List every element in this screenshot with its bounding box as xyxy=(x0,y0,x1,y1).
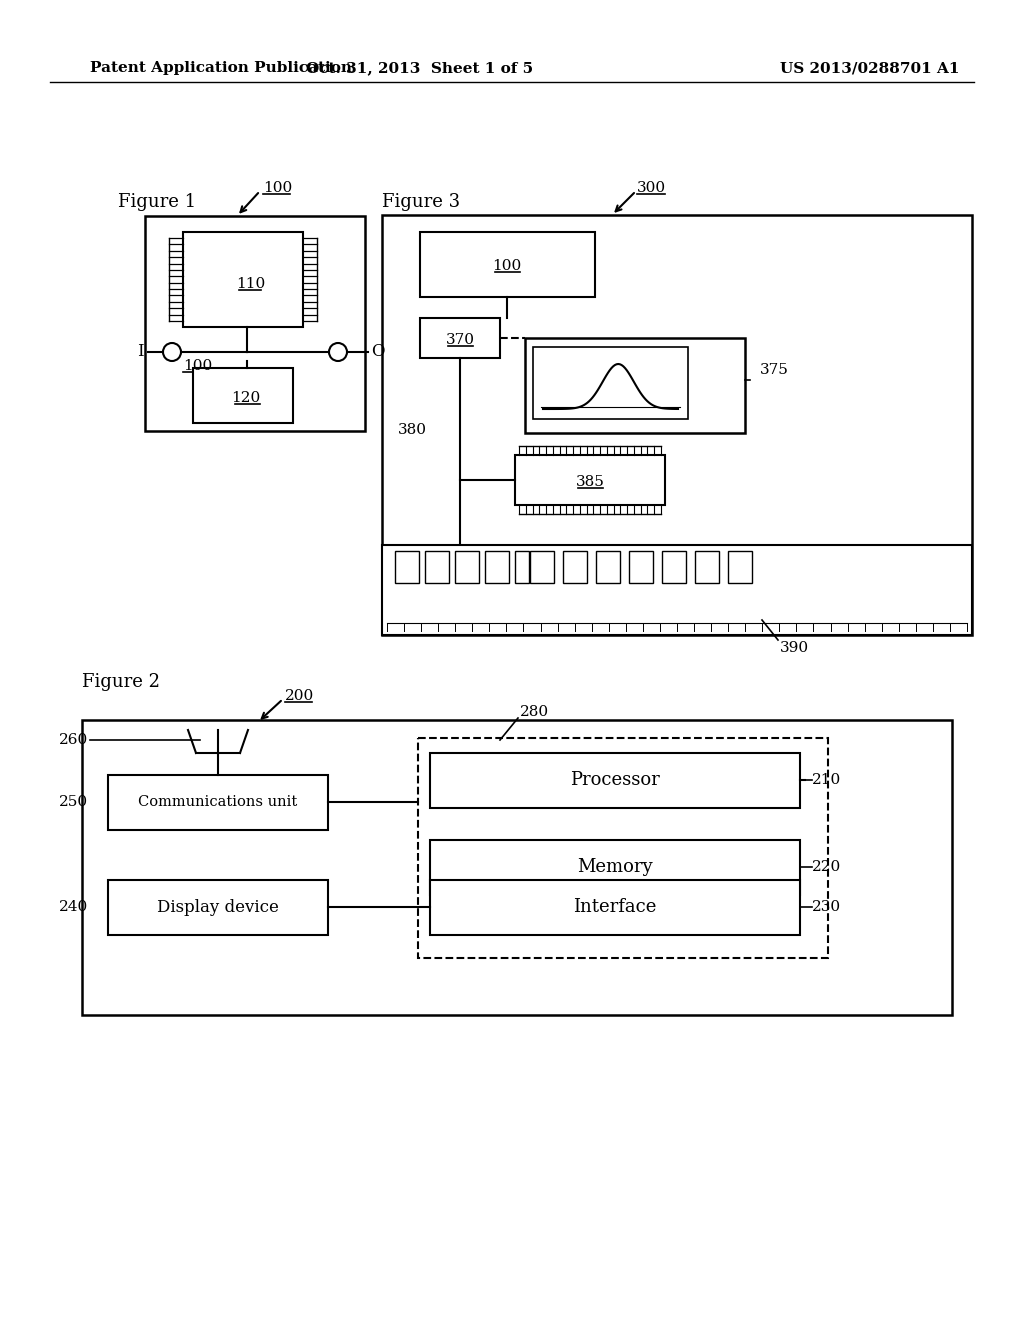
Bar xyxy=(430,752,800,808)
Bar xyxy=(108,880,328,935)
Text: 110: 110 xyxy=(237,277,265,290)
Bar xyxy=(515,455,665,506)
Text: 260: 260 xyxy=(58,733,88,747)
Bar xyxy=(193,368,293,422)
Bar xyxy=(515,550,529,583)
Text: Processor: Processor xyxy=(570,771,659,789)
Bar xyxy=(430,840,800,895)
Bar xyxy=(629,550,653,583)
Text: 390: 390 xyxy=(780,642,809,655)
Circle shape xyxy=(329,343,347,360)
Text: Patent Application Publication: Patent Application Publication xyxy=(90,61,352,75)
Bar xyxy=(82,719,952,1015)
Bar xyxy=(563,550,587,583)
Text: 370: 370 xyxy=(445,333,474,347)
Bar xyxy=(662,550,686,583)
Text: 300: 300 xyxy=(637,181,667,195)
Text: 100: 100 xyxy=(183,359,212,374)
Bar xyxy=(695,550,719,583)
Bar xyxy=(420,232,595,297)
Text: 200: 200 xyxy=(285,689,314,704)
Bar xyxy=(525,338,745,433)
Text: Oct. 31, 2013  Sheet 1 of 5: Oct. 31, 2013 Sheet 1 of 5 xyxy=(306,61,534,75)
Text: Figure 2: Figure 2 xyxy=(82,673,160,690)
Bar xyxy=(145,216,365,432)
Text: 120: 120 xyxy=(231,391,261,405)
Text: 380: 380 xyxy=(398,422,427,437)
Bar xyxy=(728,550,752,583)
Text: US 2013/0288701 A1: US 2013/0288701 A1 xyxy=(780,61,959,75)
Text: Interface: Interface xyxy=(573,898,656,916)
Bar xyxy=(596,550,620,583)
Text: O: O xyxy=(372,343,385,360)
Bar xyxy=(530,550,554,583)
Text: 280: 280 xyxy=(520,705,549,719)
Text: Display device: Display device xyxy=(157,899,279,916)
Text: I: I xyxy=(136,343,143,360)
Bar xyxy=(485,550,509,583)
Bar xyxy=(418,738,828,958)
Text: 230: 230 xyxy=(812,900,841,913)
Circle shape xyxy=(163,343,181,360)
Bar xyxy=(395,550,419,583)
Bar xyxy=(430,880,800,935)
Bar xyxy=(382,545,972,635)
Text: Figure 1: Figure 1 xyxy=(118,193,197,211)
Text: 210: 210 xyxy=(812,774,842,787)
Text: 100: 100 xyxy=(263,181,292,195)
Bar xyxy=(183,232,303,327)
Text: 375: 375 xyxy=(760,363,788,378)
Bar xyxy=(382,215,972,635)
Bar xyxy=(534,347,688,418)
Text: Memory: Memory xyxy=(578,858,653,876)
Bar xyxy=(425,550,449,583)
Text: 220: 220 xyxy=(812,861,842,874)
Text: Figure 3: Figure 3 xyxy=(382,193,460,211)
Bar xyxy=(455,550,479,583)
Bar xyxy=(108,775,328,830)
Text: 385: 385 xyxy=(575,475,604,488)
Text: 100: 100 xyxy=(493,259,521,273)
Bar xyxy=(420,318,500,358)
Text: 240: 240 xyxy=(58,900,88,913)
Text: 250: 250 xyxy=(58,795,88,809)
Text: Communications unit: Communications unit xyxy=(138,795,298,809)
